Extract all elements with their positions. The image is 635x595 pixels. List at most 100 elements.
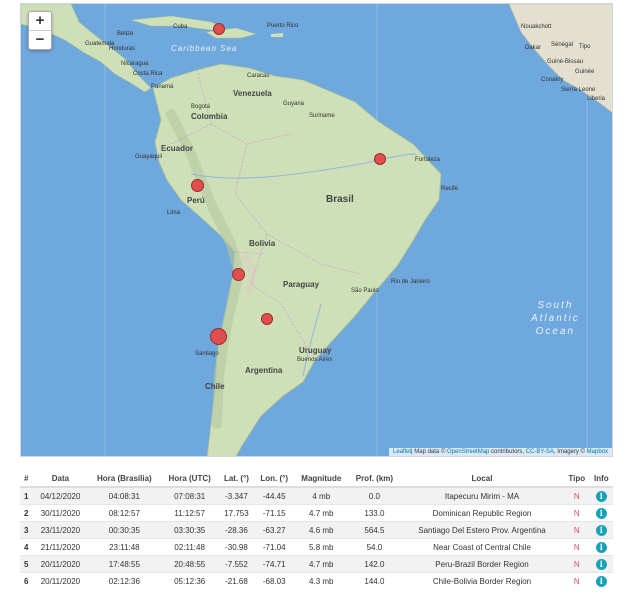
col-info: Info: [589, 470, 613, 488]
label-paraguay: Paraguay: [283, 280, 320, 289]
row-date: 23/11/2020: [33, 521, 88, 539]
row-date: 30/11/2020: [33, 504, 88, 522]
label-caribbean-sea: Caribbean Sea: [171, 44, 238, 53]
row-type: N: [563, 504, 590, 522]
license-link[interactable]: CC-BY-SA: [525, 449, 554, 455]
label-caracas: Caracas: [247, 73, 270, 79]
label-costa-rica: Costa Rica: [133, 71, 163, 77]
quake-marker-central-chile[interactable]: [210, 328, 227, 345]
map-base-layer: [21, 4, 612, 456]
label-uruguay: Uruguay: [299, 346, 332, 355]
row-time-utc: 05:12:36: [160, 572, 219, 589]
label-senegal: Sénégal: [551, 42, 574, 48]
label-puerto-rico: Puerto Rico: [267, 23, 299, 29]
row-time-brasilia: 17:48:55: [87, 555, 161, 573]
row-number: 5: [20, 555, 33, 573]
row-type: N: [563, 521, 590, 539]
row-type: N: [563, 486, 590, 505]
row-info: i: [589, 486, 613, 505]
label-guinea-bissau: Guiné-Bissau: [547, 59, 584, 65]
row-magnitude: 4 mb: [293, 486, 349, 505]
quake-marker-santiago-del-estero[interactable]: [261, 313, 273, 325]
info-icon[interactable]: i: [595, 524, 607, 536]
attribution-text: | Map data ©: [411, 449, 448, 455]
label-guyana: Guyana: [283, 101, 305, 107]
label-dakar: Dakar: [525, 45, 542, 51]
label-venezuela: Venezuela: [233, 89, 272, 98]
info-icon[interactable]: i: [595, 575, 607, 587]
table-row[interactable]: 4 21/11/2020 23:11:48 02:11:48 -30.98 -71.04 5…: [20, 538, 613, 556]
label-liberia: Liberia: [587, 96, 606, 102]
row-longitude: -44.45: [254, 486, 294, 505]
label-south-atlantic: South Atlantic Ocean: [531, 299, 580, 338]
table-row[interactable]: 3 23/11/2020 00:30:35 03:30:35 -28.36 -63.27 4…: [20, 521, 613, 539]
leaflet-link[interactable]: Leaflet: [393, 449, 412, 455]
table-row[interactable]: 1 04/12/2020 04:08:31 07:08:31 -3.347 -44.45 4…: [20, 486, 613, 505]
osm-link[interactable]: OpenStreetMap: [447, 449, 490, 455]
row-time-brasilia: 08:12:57: [87, 504, 161, 522]
row-latitude: -7.552: [218, 555, 255, 573]
table-row[interactable]: 6 20/11/2020 02:12:36 05:12:36 -21.68 -68.03 4…: [20, 572, 613, 589]
quake-marker-itapecuru-mirim[interactable]: [374, 153, 386, 165]
row-date: 20/11/2020: [33, 572, 88, 589]
table-row[interactable]: 2 30/11/2020 08:12:57 11:12:57 17.753 -71.15 4…: [20, 504, 613, 522]
label-belize: Belize: [117, 31, 134, 37]
zoom-control: + −: [28, 11, 52, 50]
earthquake-map[interactable]: + − Caribbean Sea South Atlantic Ocean V…: [20, 3, 613, 457]
info-icon[interactable]: i: [595, 490, 607, 502]
row-time-utc: 07:08:31: [160, 486, 219, 505]
row-date: 20/11/2020: [33, 555, 88, 573]
row-number: 6: [20, 572, 33, 589]
quake-marker-peru-brazil[interactable]: [191, 179, 204, 192]
table-row[interactable]: 5 20/11/2020 17:48:55 20:48:55 -7.552 -74.71 4…: [20, 555, 613, 573]
zoom-out-button[interactable]: −: [29, 30, 51, 49]
ocean-line-3: Ocean: [535, 326, 576, 337]
row-depth: 144.0: [348, 572, 401, 589]
label-rio-de-janeiro: Rio de Janeiro: [391, 279, 430, 285]
label-bolivia: Bolivia: [249, 239, 276, 248]
quake-marker-chile-bolivia[interactable]: [232, 268, 245, 281]
mapbox-link[interactable]: Mapbox: [586, 449, 608, 455]
zoom-in-button[interactable]: +: [35, 12, 45, 29]
row-longitude: -74.71: [254, 555, 294, 573]
info-icon[interactable]: i: [595, 507, 607, 519]
row-latitude: 17.753: [218, 504, 255, 522]
row-number: 2: [20, 504, 33, 522]
quake-marker-dominican-republic[interactable]: [213, 23, 225, 35]
row-latitude: -21.68: [218, 572, 255, 589]
col-location: Local: [400, 470, 564, 488]
row-info: i: [589, 555, 613, 573]
row-location: Santiago Del Estero Prov. Argentina: [400, 521, 564, 539]
earthquake-table: # Data Hora (Brasília) Hora (UTC) Lat. (…: [20, 470, 613, 589]
row-date: 04/12/2020: [33, 486, 88, 505]
label-bogota: Bogotá: [191, 104, 211, 110]
info-icon[interactable]: i: [595, 541, 607, 553]
label-buenos-aires: Buenos Aires: [297, 357, 333, 363]
row-depth: 0.0: [348, 486, 401, 505]
row-time-utc: 11:12:57: [160, 504, 219, 522]
col-magnitude: Magnitude: [293, 470, 349, 488]
row-location: Dominican Republic Region: [400, 504, 564, 522]
row-time-utc: 20:48:55: [160, 555, 219, 573]
row-depth: 564.5: [348, 521, 401, 539]
row-info: i: [589, 521, 613, 539]
row-time-utc: 03:30:35: [160, 521, 219, 539]
ocean-line-2: Atlantic: [531, 313, 580, 324]
info-icon[interactable]: i: [595, 558, 607, 570]
row-longitude: -68.03: [254, 572, 294, 589]
row-magnitude: 4.7 mb: [293, 555, 349, 573]
label-guatemala: Guatemala: [85, 41, 115, 47]
row-depth: 142.0: [348, 555, 401, 573]
row-number: 4: [20, 538, 33, 556]
row-time-brasilia: 23:11:48: [87, 538, 161, 556]
label-conakry: Conakry: [541, 77, 564, 83]
row-location: Peru-Brazil Border Region: [400, 555, 564, 573]
row-latitude: -28.36: [218, 521, 255, 539]
table-header-row: # Data Hora (Brasília) Hora (UTC) Lat. (…: [20, 470, 613, 488]
label-sierra-leone: Sierra Leone: [561, 87, 596, 93]
row-type: N: [563, 555, 590, 573]
label-honduras: Honduras: [109, 46, 136, 52]
row-magnitude: 4.6 mb: [293, 521, 349, 539]
col-latitude: Lat. (°): [218, 470, 255, 488]
label-lima: Lima: [167, 210, 181, 216]
